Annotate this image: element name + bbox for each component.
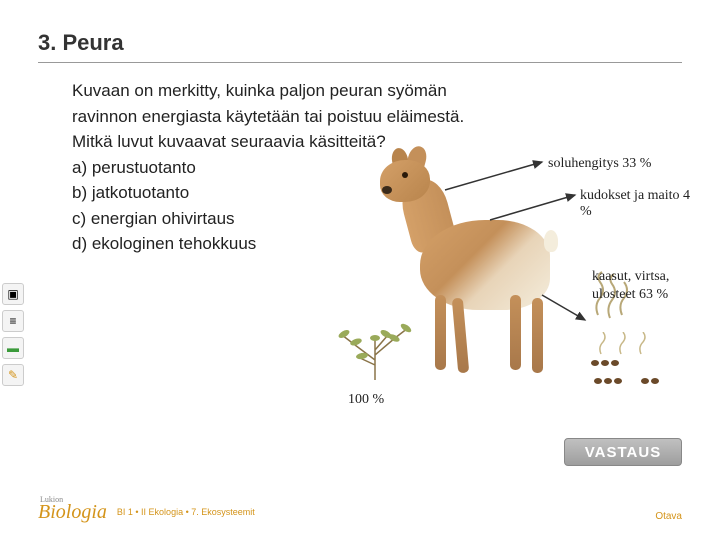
- breadcrumb: BI 1 • II Ekologia • 7. Ekosysteemit: [117, 507, 255, 517]
- footer-left: Biologia BI 1 • II Ekologia • 7. Ekosyst…: [38, 500, 255, 524]
- publisher: Otava: [655, 511, 682, 522]
- question-title: 3. Peura: [38, 30, 124, 56]
- picture-tool-button[interactable]: ▬: [2, 337, 24, 359]
- deer-energy-diagram: 100 % soluhengitys 33 % kudokset ja mait…: [280, 130, 700, 420]
- list-icon: ≡: [9, 314, 16, 328]
- list-tool-button[interactable]: ≡: [2, 310, 24, 332]
- label-tissues: kudokset ja maito 4 %: [580, 188, 700, 220]
- tool-sidebar: ▣ ≡ ▬ ✎: [0, 278, 26, 391]
- label-waste-line: kaasut, virtsa,: [592, 269, 669, 284]
- body-line: ravinnon energiasta käytetään tai poistu…: [72, 104, 464, 130]
- logo: Biologia: [38, 501, 107, 524]
- label-respiration: soluhengitys 33 %: [548, 156, 651, 172]
- label-waste: kaasut, virtsa, ulosteet 63 %: [592, 268, 669, 304]
- label-waste-line: ulosteet 63 %: [592, 287, 668, 302]
- image-icon: ▣: [7, 287, 18, 301]
- body-line: Kuvaan on merkitty, kuinka paljon peuran…: [72, 78, 464, 104]
- picture-icon: ▬: [7, 341, 19, 355]
- edit-tool-button[interactable]: ✎: [2, 364, 24, 386]
- image-tool-button[interactable]: ▣: [2, 283, 24, 305]
- answer-button[interactable]: VASTAUS: [564, 438, 682, 466]
- label-intake: 100 %: [348, 392, 384, 408]
- title-divider: [38, 62, 682, 63]
- edit-icon: ✎: [8, 368, 18, 382]
